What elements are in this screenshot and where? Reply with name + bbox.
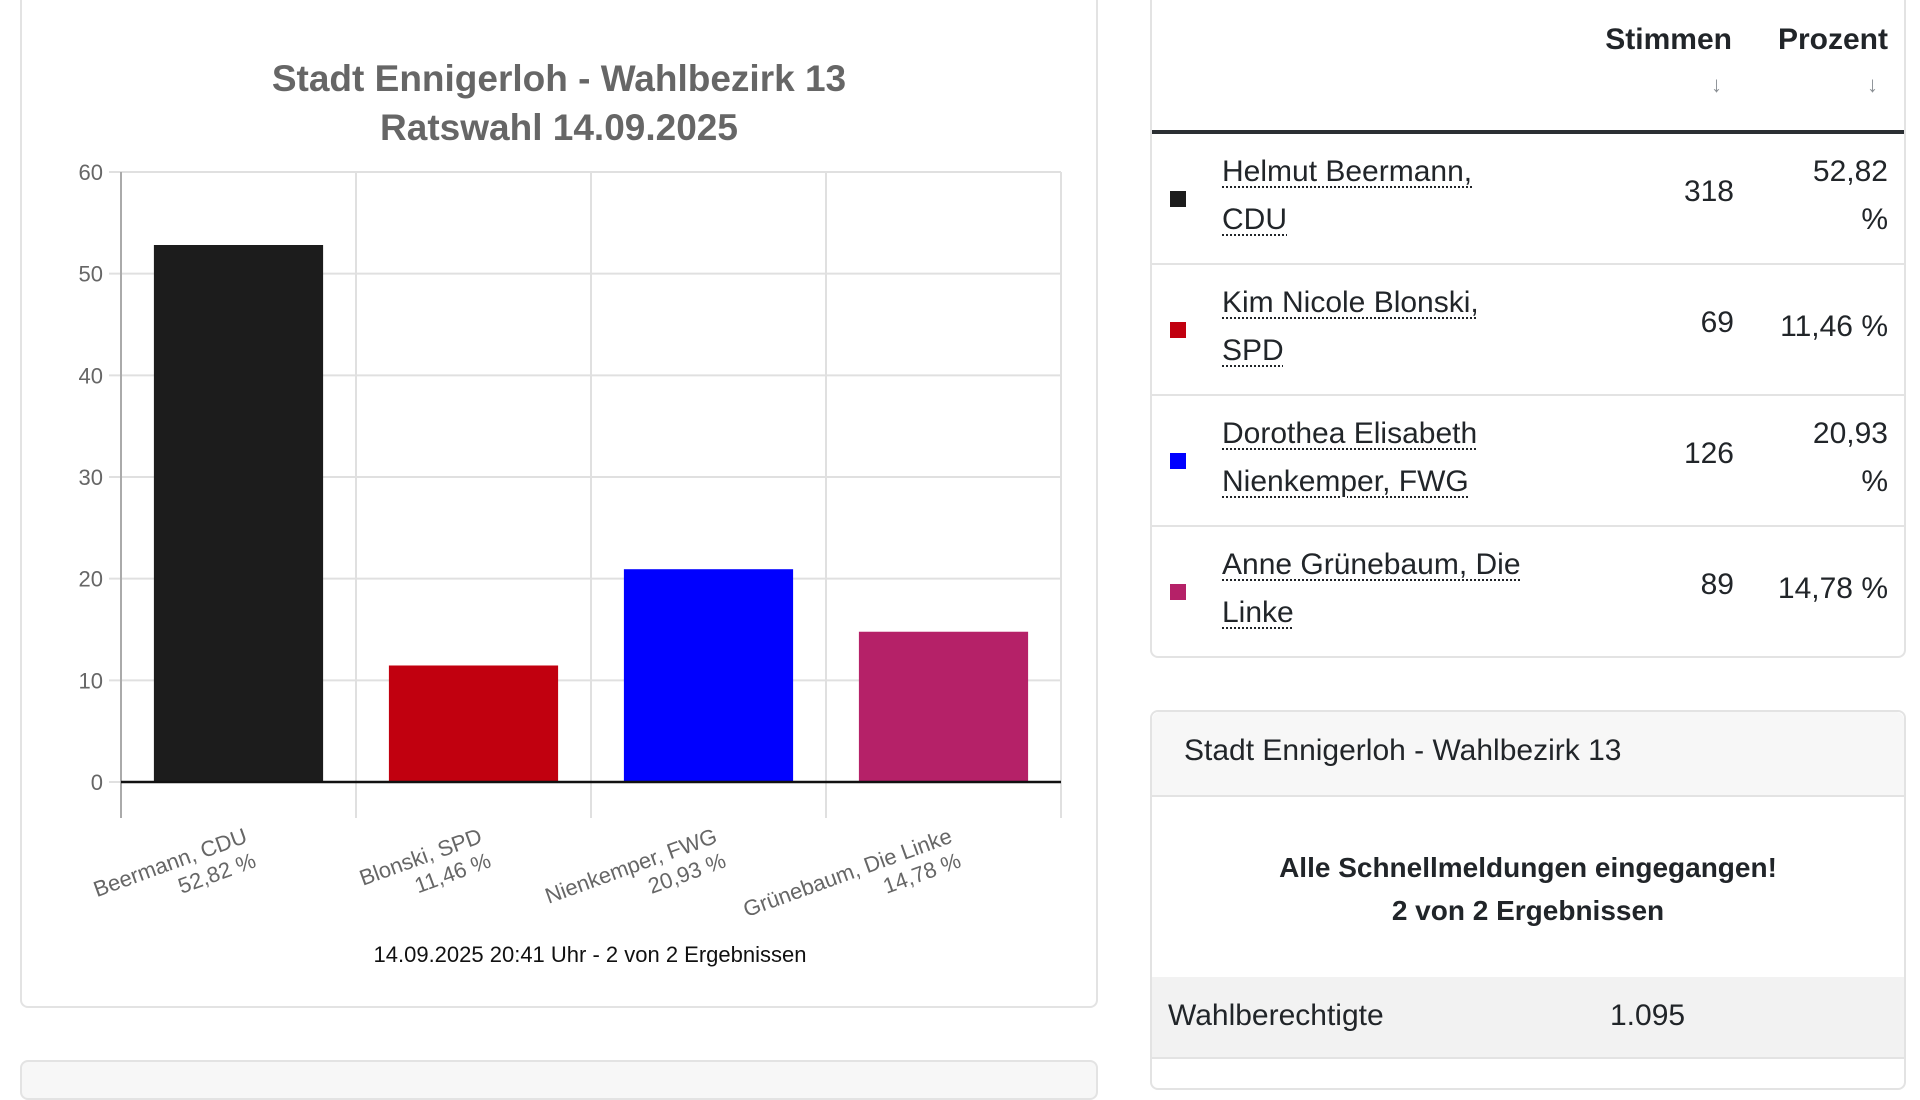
stat-value: 1.095	[1610, 999, 1686, 1032]
y-tick-label: 40	[79, 363, 103, 388]
header-divider	[1152, 130, 1904, 134]
header-votes[interactable]: Stimmen	[1605, 23, 1732, 56]
sort-arrow-down-icon[interactable]: ↓	[1711, 72, 1722, 97]
party-color-swatch	[1170, 322, 1186, 338]
status-line-2: 2 von 2 Ergebnissen	[1391, 895, 1665, 926]
percent-value: 11,46 %	[1780, 310, 1888, 343]
y-tick-label: 0	[91, 770, 103, 795]
percent-value: 20,93%	[1812, 417, 1888, 498]
table-row: Dorothea Elisabeth Nienkemper, FWG 126 20…	[1152, 396, 1904, 527]
votes-value: 318	[1683, 175, 1734, 208]
stat-label: Wahlberechtigte	[1168, 999, 1384, 1032]
chart-footer: 14.09.2025 20:41 Uhr - 2 von 2 Ergebniss…	[374, 942, 807, 967]
bar[interactable]	[623, 569, 794, 782]
votes-value: 69	[1700, 306, 1734, 339]
party-color-swatch	[1170, 453, 1186, 469]
y-tick-label: 20	[79, 567, 103, 592]
table-row: Helmut Beermann, CDU 318 52,82%	[1152, 134, 1904, 265]
party-color-swatch	[1170, 584, 1186, 600]
bar[interactable]	[153, 244, 324, 782]
candidate-link[interactable]: Dorothea Elisabeth Nienkemper, FWG	[1222, 417, 1478, 498]
sort-arrow-down-icon[interactable]: ↓	[1867, 72, 1878, 97]
percent-value: 52,82%	[1812, 155, 1888, 236]
candidate-link[interactable]: Helmut Beermann, CDU	[1222, 155, 1473, 236]
y-tick-label: 10	[79, 668, 103, 693]
candidate-link[interactable]: Anne Grünebaum, Die Linke	[1222, 548, 1521, 629]
bar-chart: Stadt Ennigerloh - Wahlbezirk 13 Ratswah…	[79, 58, 1062, 967]
status-message: Alle Schnellmeldungen eingegangen! 2 von…	[1152, 846, 1904, 932]
table-row: Kim Nicole Blonski, SPD 69 11,46 %	[1152, 265, 1904, 396]
info-card: Stadt Ennigerloh - Wahlbezirk 13 Alle Sc…	[1150, 710, 1906, 1090]
chart-title-line-2: Ratswahl 14.09.2025	[380, 107, 738, 148]
percent-value: 14,78 %	[1777, 572, 1888, 605]
votes-value: 126	[1683, 437, 1734, 470]
status-line-1: Alle Schnellmeldungen eingegangen!	[1279, 852, 1777, 883]
bar[interactable]	[388, 665, 559, 782]
y-tick-label: 50	[79, 262, 103, 287]
chart-card: Stadt Ennigerloh - Wahlbezirk 13 Ratswah…	[20, 0, 1098, 1008]
header-percent[interactable]: Prozent	[1777, 23, 1888, 56]
stat-row: Wahlberechtigte 1.095	[1152, 977, 1904, 1059]
party-color-swatch	[1170, 191, 1186, 207]
votes-value: 89	[1700, 568, 1734, 601]
y-tick-label: 30	[79, 465, 103, 490]
info-card-title: Stadt Ennigerloh - Wahlbezirk 13	[1184, 734, 1622, 767]
info-card-header: Stadt Ennigerloh - Wahlbezirk 13	[1152, 712, 1904, 797]
y-tick-label: 60	[79, 160, 103, 185]
chart-title-line-1: Stadt Ennigerloh - Wahlbezirk 13	[272, 58, 846, 99]
next-card	[20, 1060, 1098, 1100]
results-table: Stimmen Prozent ↓ ↓ Helmut Beermann, CDU …	[1150, 0, 1906, 658]
bar[interactable]	[858, 631, 1029, 782]
table-row: Anne Grünebaum, Die Linke 89 14,78 %	[1152, 527, 1904, 658]
candidate-link[interactable]: Kim Nicole Blonski, SPD	[1222, 286, 1479, 367]
